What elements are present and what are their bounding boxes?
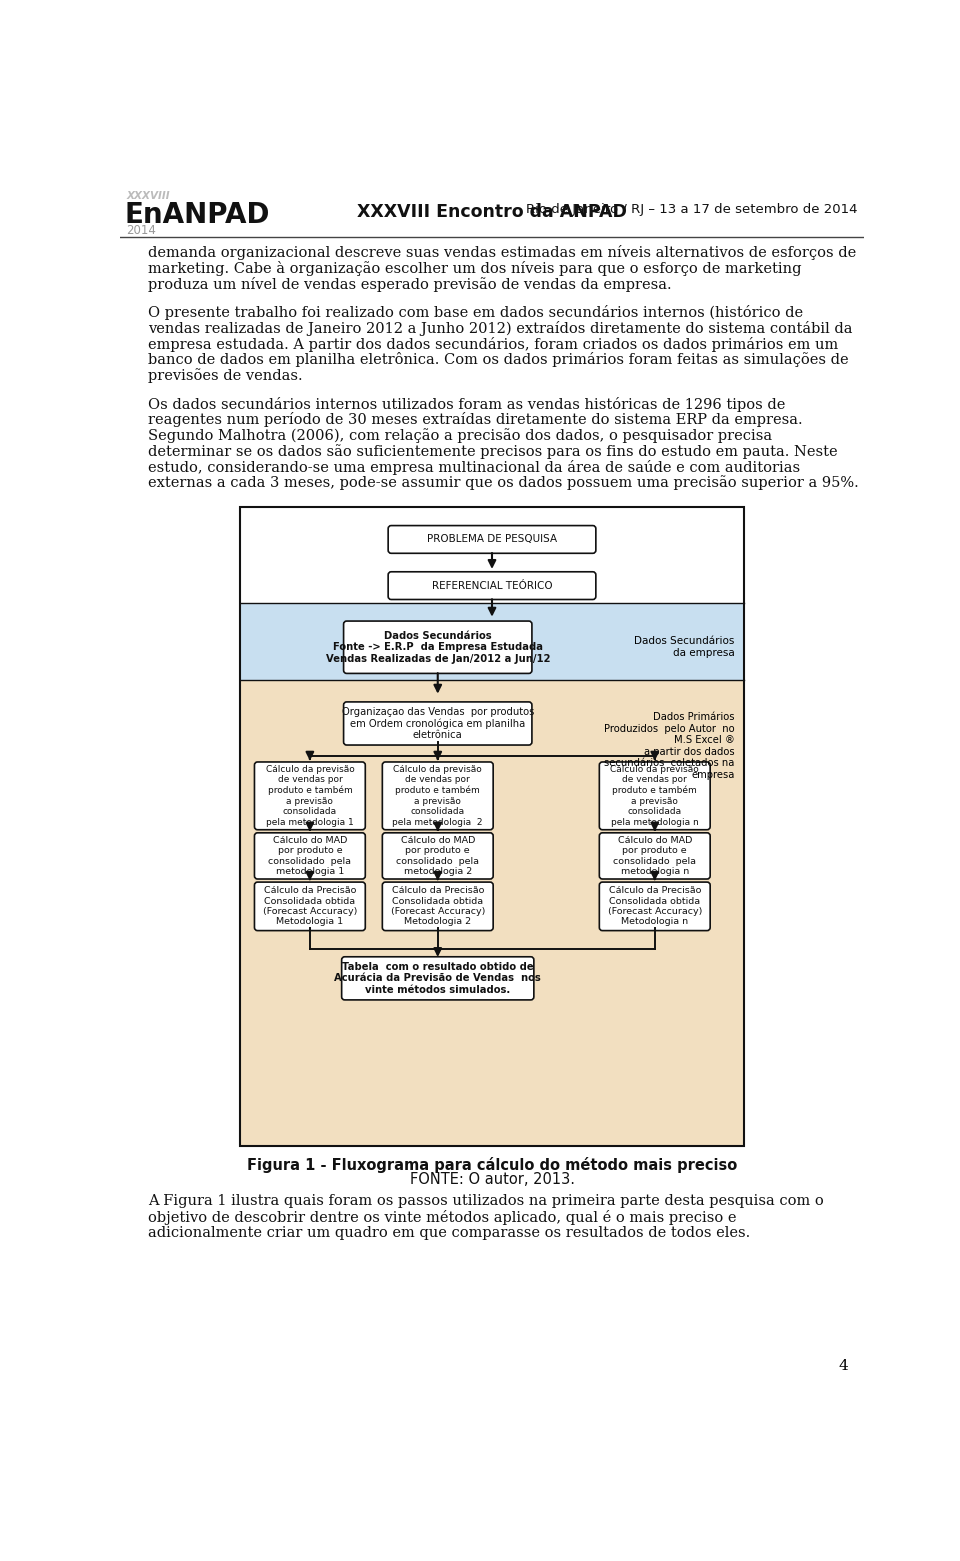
FancyBboxPatch shape — [388, 526, 596, 553]
Text: externas a cada 3 meses, pode-se assumir que os dados possuem uma precisão super: externas a cada 3 meses, pode-se assumir… — [148, 476, 858, 490]
FancyBboxPatch shape — [344, 621, 532, 673]
FancyBboxPatch shape — [388, 571, 596, 599]
Text: empresa estudada. A partir dos dados secundários, foram criados os dados primári: empresa estudada. A partir dos dados sec… — [148, 337, 838, 351]
FancyBboxPatch shape — [254, 762, 366, 830]
Text: Cálculo do MAD
por produto e
consolidado  pela
metodologia n: Cálculo do MAD por produto e consolidado… — [613, 835, 696, 876]
Text: Cálculo da previsão
de vendas por
produto e também
a previsão
consolidada
pela m: Cálculo da previsão de vendas por produt… — [393, 765, 483, 827]
Text: Figura 1 - Fluxograma para cálculo do método mais preciso: Figura 1 - Fluxograma para cálculo do mé… — [247, 1157, 737, 1172]
Text: Cálculo da Precisão
Consolidada obtida
(Forecast Accuracy)
Metodologia n: Cálculo da Precisão Consolidada obtida (… — [608, 887, 702, 926]
Text: Cálculo da previsão
de vendas por
produto e também
a previsão
consolidada
pela m: Cálculo da previsão de vendas por produt… — [611, 765, 699, 827]
Text: Os dados secundários internos utilizados foram as vendas históricas de 1296 tipo: Os dados secundários internos utilizados… — [148, 396, 785, 412]
Text: PROBLEMA DE PESQUISA: PROBLEMA DE PESQUISA — [427, 534, 557, 545]
Text: Cálculo do MAD
por produto e
consolidado  pela
metodologia 1: Cálculo do MAD por produto e consolidado… — [269, 835, 351, 876]
Text: O presente trabalho foi realizado com base em dados secundários internos (histór: O presente trabalho foi realizado com ba… — [148, 304, 803, 320]
FancyBboxPatch shape — [254, 834, 366, 879]
Text: adicionalmente criar um quadro em que comparasse os resultados de todos eles.: adicionalmente criar um quadro em que co… — [148, 1225, 750, 1239]
FancyBboxPatch shape — [599, 882, 710, 930]
FancyBboxPatch shape — [254, 882, 366, 930]
Text: EnANPAD: EnANPAD — [125, 201, 270, 229]
Text: determinar se os dados são suficientemente precisos para os fins do estudo em pa: determinar se os dados são suficientemen… — [148, 443, 837, 459]
Text: banco de dados em planilha eletrônica. Com os dados primários foram feitas as si: banco de dados em planilha eletrônica. C… — [148, 353, 849, 367]
Text: FONTE: O autor, 2013.: FONTE: O autor, 2013. — [410, 1172, 574, 1188]
FancyBboxPatch shape — [599, 762, 710, 830]
Text: A Figura 1 ilustra quais foram os passos utilizados na primeira parte desta pesq: A Figura 1 ilustra quais foram os passos… — [148, 1194, 824, 1208]
Text: REFERENCIAL TEÓRICO: REFERENCIAL TEÓRICO — [432, 581, 552, 590]
Text: Rio de Janeiro / RJ – 13 a 17 de setembro de 2014: Rio de Janeiro / RJ – 13 a 17 de setembr… — [526, 203, 858, 215]
Text: Tabela  com o resultado obtido de
Acurácia da Previsão de Vendas  nos
vinte méto: Tabela com o resultado obtido de Acuráci… — [334, 962, 541, 994]
Text: 2014: 2014 — [126, 225, 156, 237]
Text: XXXVIII: XXXVIII — [126, 190, 170, 201]
Text: previsões de vendas.: previsões de vendas. — [148, 368, 302, 382]
Text: reagentes num período de 30 meses extraídas diretamente do sistema ERP da empres: reagentes num período de 30 meses extraí… — [148, 412, 803, 428]
Text: Cálculo da Precisão
Consolidada obtida
(Forecast Accuracy)
Metodologia 2: Cálculo da Precisão Consolidada obtida (… — [391, 887, 485, 926]
FancyBboxPatch shape — [382, 882, 493, 930]
Text: Cálculo da previsão
de vendas por
produto e também
a previsão
consolidada
pela m: Cálculo da previsão de vendas por produt… — [266, 765, 354, 827]
Text: Dados Secundários
Fonte -> E.R.P  da Empresa Estudada
Vendas Realizadas de Jan/2: Dados Secundários Fonte -> E.R.P da Empr… — [325, 631, 550, 663]
Text: 4: 4 — [839, 1360, 849, 1374]
Text: estudo, considerando-se uma empresa multinacional da área de saúde e com auditor: estudo, considerando-se uma empresa mult… — [148, 460, 800, 475]
FancyBboxPatch shape — [382, 762, 493, 830]
Text: Organizaçao das Vendas  por produtos
em Ordem cronológica em planilha
eletrônica: Organizaçao das Vendas por produtos em O… — [342, 707, 534, 740]
Text: vendas realizadas de Janeiro 2012 a Junho 2012) extraídos diretamente do sistema: vendas realizadas de Janeiro 2012 a Junh… — [148, 322, 852, 336]
Text: Cálculo do MAD
por produto e
consolidado  pela
metodologia 2: Cálculo do MAD por produto e consolidado… — [396, 835, 479, 876]
Text: Dados Secundários
da empresa: Dados Secundários da empresa — [635, 637, 734, 659]
Bar — [240, 507, 744, 1146]
Text: XXXVIII Encontro da ANPAD: XXXVIII Encontro da ANPAD — [357, 203, 627, 220]
Text: produza um nível de vendas esperado previsão de vendas da empresa.: produza um nível de vendas esperado prev… — [148, 276, 672, 292]
Bar — [240, 679, 744, 1146]
FancyBboxPatch shape — [382, 834, 493, 879]
FancyBboxPatch shape — [344, 702, 532, 745]
Text: Segundo Malhotra (2006), com relação a precisão dos dados, o pesquisador precisa: Segundo Malhotra (2006), com relação a p… — [148, 428, 772, 443]
Bar — [240, 603, 744, 679]
Bar — [240, 507, 744, 1146]
FancyBboxPatch shape — [599, 834, 710, 879]
Text: Cálculo da Precisão
Consolidada obtida
(Forecast Accuracy)
Metodologia 1: Cálculo da Precisão Consolidada obtida (… — [263, 887, 357, 926]
Text: Dados Primários
Produzidos  pelo Autor  no
M.S Excel ®
a partir dos dados
secund: Dados Primários Produzidos pelo Autor no… — [604, 712, 734, 780]
Text: demanda organizacional descreve suas vendas estimadas em níveis alternativos de : demanda organizacional descreve suas ven… — [148, 245, 856, 261]
Text: objetivo de descobrir dentre os vinte métodos aplicado, qual é o mais preciso e: objetivo de descobrir dentre os vinte mé… — [148, 1210, 736, 1225]
Text: marketing. Cabe à organização escolher um dos níveis para que o esforço de marke: marketing. Cabe à organização escolher u… — [148, 261, 802, 276]
FancyBboxPatch shape — [342, 957, 534, 1001]
